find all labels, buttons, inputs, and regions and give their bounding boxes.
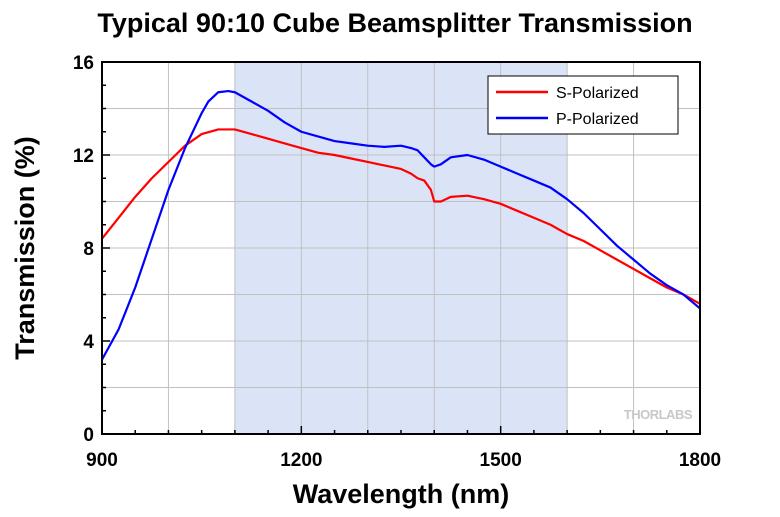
series-layer [101,89,701,361]
series-line-s-polarized [101,128,701,305]
x-tick-label: 1500 [480,450,522,471]
y-tick-label: 12 [73,146,94,167]
x-tick-label: 900 [86,450,118,471]
thorlabs-watermark: THORLABS [624,407,693,422]
x-tick-label: 1800 [679,450,721,471]
legend-label-s-polarized: S-Polarized [556,85,639,102]
y-tick-label: 0 [83,425,94,446]
chart-title: Typical 90:10 Cube Beamsplitter Transmis… [97,8,692,38]
y-tick-label: 8 [83,239,94,260]
ticks: 900 1200 1500 1800 0 4 8 12 16 [73,53,721,471]
series-line-p-polarized [101,89,701,361]
x-tick-label: 1200 [280,450,322,471]
x-axis-label: Wavelength (nm) [293,479,510,509]
y-tick-label: 16 [73,53,94,74]
legend: S-Polarized P-Polarized [487,75,679,135]
legend-label-p-polarized: P-Polarized [556,111,639,128]
legend-box [487,75,679,135]
y-tick-label: 4 [83,332,94,353]
y-axis-label: Transmission (%) [10,136,40,360]
